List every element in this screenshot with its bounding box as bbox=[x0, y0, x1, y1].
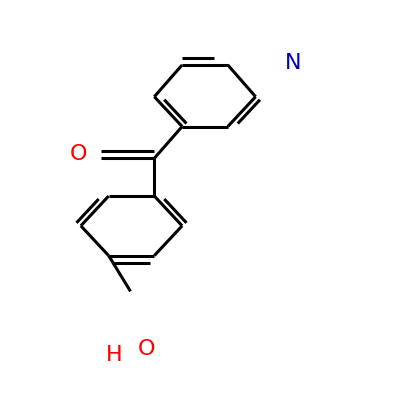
Text: H: H bbox=[106, 345, 123, 365]
Text: N: N bbox=[285, 53, 302, 73]
Text: O: O bbox=[70, 144, 88, 164]
Text: O: O bbox=[138, 339, 155, 359]
